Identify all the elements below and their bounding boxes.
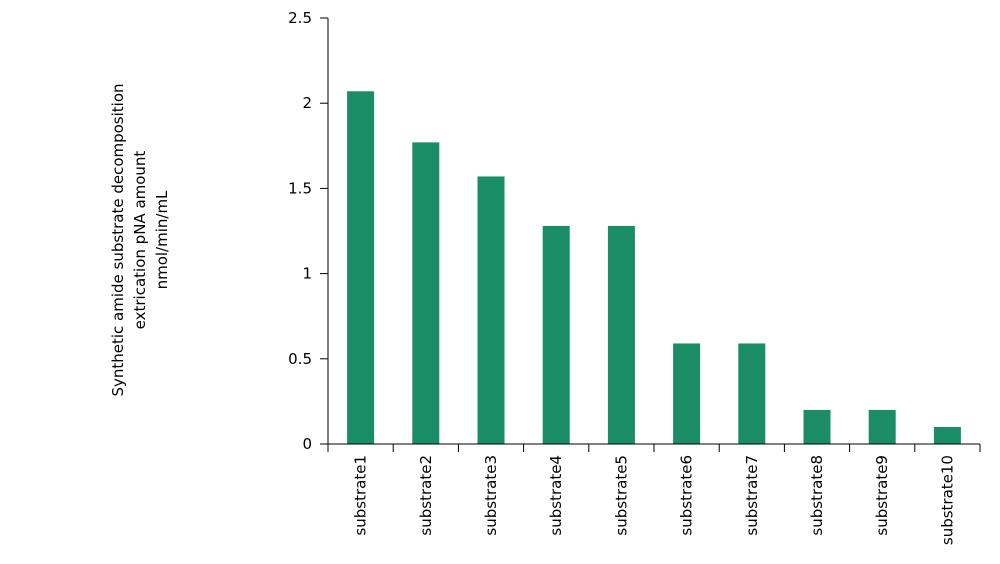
bar-substrate5 (607, 225, 635, 444)
x-tick-label: substrate4 (547, 455, 565, 536)
bar-substrate8 (803, 409, 831, 444)
bar-substrate3 (477, 176, 505, 445)
bars (347, 91, 961, 445)
bar-substrate1 (347, 91, 375, 444)
bar-substrate2 (412, 142, 440, 444)
bar-substrate9 (868, 409, 896, 444)
bar-substrate6 (673, 343, 701, 444)
y-axis-label-line-2: extrication pNA amount (131, 151, 149, 330)
x-tick-label: substrate7 (743, 455, 761, 536)
y-tick-label: 2.5 (288, 9, 312, 27)
bar-substrate7 (738, 343, 766, 444)
x-tick-label: substrate2 (417, 455, 435, 536)
y-tick-label: 2 (302, 94, 312, 112)
x-tick-label: substrate8 (808, 455, 826, 536)
x-tick-label: substrate10 (938, 455, 956, 545)
y-axis-label: Synthetic amide substrate decomposition … (109, 83, 171, 396)
x-tick-label: substrate9 (873, 455, 891, 536)
y-tick-label: 1.5 (288, 179, 312, 197)
y-axis: 0 0.5 1 1.5 2 2.5 (288, 9, 329, 453)
bar-substrate4 (542, 225, 570, 444)
y-tick-label: 1 (302, 265, 312, 283)
x-tick-label: substrate1 (352, 455, 370, 536)
x-tick-label: substrate5 (612, 455, 630, 536)
bar-substrate10 (933, 426, 961, 444)
y-tick-label: 0 (302, 435, 312, 453)
x-tick-label: substrate6 (678, 455, 696, 536)
y-axis-label-line-1: Synthetic amide substrate decomposition (109, 83, 127, 396)
y-tick-label: 0.5 (288, 350, 312, 368)
x-axis: substrate1 substrate2 substrate3 substrate4… (327, 443, 981, 545)
y-axis-label-line-3: nmol/min/mL (153, 190, 171, 289)
x-tick-label: substrate3 (482, 455, 500, 536)
